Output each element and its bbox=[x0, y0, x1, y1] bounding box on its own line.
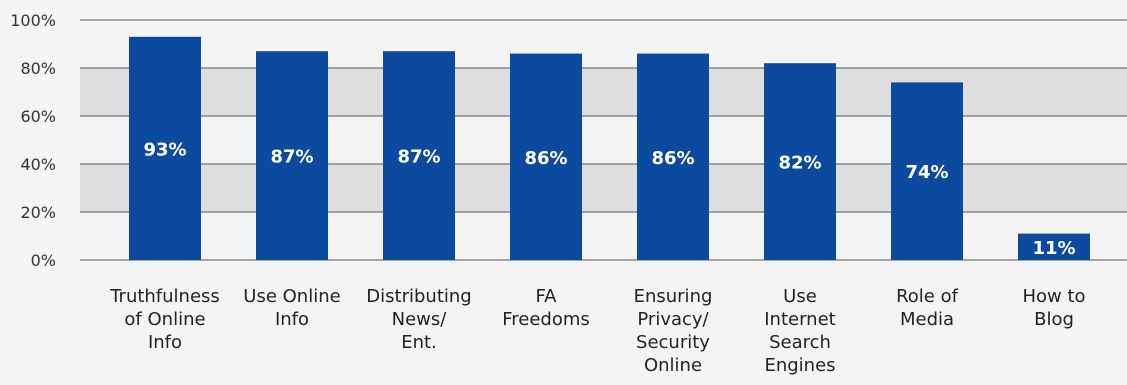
bar bbox=[510, 53, 582, 260]
category-label: Role of Media bbox=[896, 286, 959, 330]
bar bbox=[764, 63, 836, 261]
bar bbox=[637, 53, 709, 260]
bar-value-label: 87% bbox=[397, 147, 440, 168]
bar bbox=[891, 82, 963, 261]
bar-value-label: 11% bbox=[1032, 238, 1075, 259]
y-tick-label: 100% bbox=[10, 11, 56, 30]
y-axis-ticks: 0% 20% 40% 60% 80% 100% bbox=[10, 11, 56, 270]
category-labels: Truthfulness of Online Info Use Online Info D… bbox=[109, 286, 1085, 376]
category-label: Use Internet Search Engines bbox=[764, 286, 835, 376]
bar-value-label: 74% bbox=[905, 162, 948, 183]
bar bbox=[256, 51, 328, 261]
bar-value-labels: 93% 87% 87% 86% 86% 82% 74% 11% bbox=[143, 139, 1075, 258]
bar-value-label: 87% bbox=[270, 147, 313, 168]
grid-bands bbox=[80, 68, 1127, 212]
gridlines bbox=[80, 19, 1127, 261]
category-label: How to Blog bbox=[1022, 286, 1085, 330]
bar bbox=[383, 51, 455, 261]
bars bbox=[129, 36, 1090, 261]
category-label: Truthfulness of Online Info bbox=[109, 286, 220, 353]
category-label: Ensuring Privacy/Security Online bbox=[634, 286, 713, 376]
y-tick-label: 0% bbox=[31, 251, 56, 270]
grid-band bbox=[80, 164, 1127, 212]
bar-value-label: 93% bbox=[143, 139, 186, 160]
bar bbox=[129, 36, 201, 260]
bar-value-label: 82% bbox=[778, 153, 821, 174]
bar bbox=[1018, 233, 1090, 260]
y-tick-label: 60% bbox=[20, 107, 56, 126]
grid-band bbox=[80, 68, 1127, 116]
category-label: FA Freedoms bbox=[502, 286, 590, 330]
y-tick-label: 40% bbox=[20, 155, 56, 174]
y-tick-label: 20% bbox=[20, 203, 56, 222]
category-label: Use Online Info bbox=[243, 286, 340, 330]
category-label: Distributing News/Ent. bbox=[366, 286, 471, 353]
y-tick-label: 80% bbox=[20, 59, 56, 78]
bar-value-label: 86% bbox=[524, 148, 567, 169]
bar-value-label: 86% bbox=[651, 148, 694, 169]
